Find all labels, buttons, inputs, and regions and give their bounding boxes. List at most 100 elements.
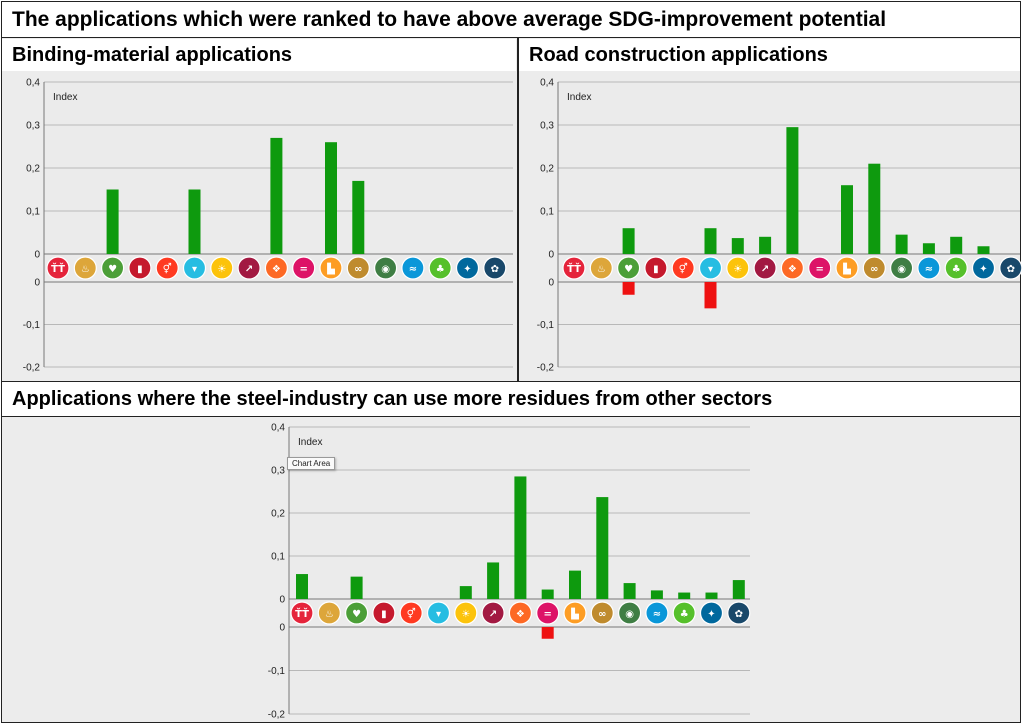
- growth-chart-icon: [753, 256, 777, 280]
- horizontal-divider-2: [2, 416, 1020, 417]
- heartbeat-icon-glyph: ♥: [352, 609, 361, 620]
- y-tick-label: -0,2: [537, 363, 555, 374]
- eye-globe-icon: [374, 256, 398, 280]
- bar-positive: [350, 576, 363, 599]
- bowl-icon-glyph: ♨: [597, 264, 606, 275]
- bar-positive: [731, 238, 744, 254]
- heartbeat-icon: [344, 601, 369, 625]
- bar-positive: [705, 592, 718, 599]
- heartbeat-icon: [616, 256, 641, 280]
- y-axis-label: Index: [567, 92, 591, 103]
- cubes-icon-glyph: ❖: [272, 264, 281, 275]
- y-tick-label: 0: [279, 595, 285, 606]
- y-tick-label: 0: [548, 278, 554, 289]
- bar-positive: [650, 590, 663, 599]
- y-tick-label: 0,3: [540, 121, 554, 132]
- y-tick-label: 0,4: [271, 423, 285, 434]
- fish-icon-glyph: ≈: [653, 609, 661, 620]
- bar-positive: [704, 228, 717, 254]
- fish-icon: [917, 256, 941, 280]
- book-icon-glyph: ▮: [381, 609, 387, 620]
- y-tick-label: 0,2: [271, 509, 285, 520]
- bar-positive: [950, 236, 963, 254]
- y-tick-label: 0,1: [26, 207, 40, 218]
- chart-binding[interactable]: 0,4 0,3 0,2 0,1 0 0 -0,1 -0,2 Index ŤŤ ♨ ♥ ▮ ⚥ ▾ ☀ ↗ ❖ = ▙ ∞…: [8, 74, 513, 374]
- gender-icon-glyph: ⚥: [679, 263, 688, 275]
- y-tick-label: 0: [279, 623, 285, 634]
- fish-icon: [401, 256, 425, 280]
- y-tick-label: -0,2: [23, 363, 41, 374]
- bar-positive: [296, 574, 308, 599]
- bar-negative: [704, 282, 717, 309]
- tree-icon-glyph: ♣: [436, 264, 445, 275]
- family-icon-glyph: ŤŤ: [295, 607, 309, 620]
- water-drop-icon: [698, 256, 723, 280]
- family-icon-glyph: ŤŤ: [567, 262, 581, 275]
- sun-icon: [210, 256, 234, 280]
- book-icon-glyph: ▮: [137, 264, 143, 275]
- cubes-icon: [508, 601, 532, 625]
- flower-icon-glyph: ✿: [1007, 264, 1015, 275]
- chart-residues[interactable]: 0,4 0,3 0,2 0,1 0 0 -0,1 -0,2 Index ŤŤ ♨ ♥ ▮ ⚥ ▾ ☀ ↗ ❖ = ▙ ∞…: [255, 418, 755, 722]
- y-axis-label: Index: [53, 92, 77, 103]
- family-icon: [290, 601, 314, 625]
- equality-icon: [808, 256, 832, 280]
- flower-icon-glyph: ✿: [491, 264, 499, 275]
- buildings-icon-glyph: ▙: [326, 262, 335, 275]
- water-drop-icon-glyph: ▾: [192, 264, 197, 275]
- buildings-icon-glyph: ▙: [570, 607, 579, 620]
- panel-title-residues: Applications where the steel-industry ca…: [2, 382, 1020, 416]
- dove-icon: [699, 601, 724, 625]
- y-tick-label: 0,4: [26, 78, 40, 89]
- horizontal-divider: [2, 381, 1020, 382]
- buildings-icon: [319, 256, 343, 280]
- eye-globe-icon: [618, 601, 642, 625]
- tree-icon-glyph: ♣: [680, 609, 689, 620]
- infinity-icon-glyph: ∞: [354, 264, 362, 275]
- bar-positive: [841, 185, 853, 254]
- sun-icon-glyph: ☀: [217, 264, 226, 275]
- y-tick-label: 0,3: [26, 121, 40, 132]
- buildings-icon-glyph: ▙: [842, 262, 851, 275]
- water-drop-icon-glyph: ▾: [708, 264, 713, 275]
- book-icon: [372, 601, 396, 625]
- growth-chart-icon-glyph: ↗: [761, 264, 769, 275]
- dove-icon: [455, 256, 480, 280]
- dove-icon-glyph: ✦: [979, 264, 987, 275]
- bar-positive: [596, 497, 609, 599]
- panel-title-binding: Binding-material applications: [2, 39, 516, 71]
- tree-icon-glyph: ♣: [952, 264, 961, 275]
- bar-negative: [622, 282, 635, 295]
- equality-icon: [536, 601, 560, 625]
- bar-positive: [786, 127, 799, 254]
- bar-positive: [106, 189, 119, 254]
- growth-chart-icon: [237, 256, 261, 280]
- water-drop-icon: [182, 256, 207, 280]
- bowl-icon: [589, 256, 613, 280]
- dove-icon-glyph: ✦: [707, 609, 715, 620]
- growth-chart-icon-glyph: ↗: [489, 609, 497, 620]
- book-icon: [128, 256, 152, 280]
- sun-icon: [726, 256, 750, 280]
- sun-icon: [454, 601, 478, 625]
- infinity-icon-glyph: ∞: [870, 264, 878, 275]
- y-tick-label: -0,1: [23, 320, 41, 331]
- equality-icon-glyph: =: [544, 609, 552, 620]
- gender-icon: [671, 256, 695, 280]
- bar-positive: [622, 228, 635, 254]
- bar-positive: [868, 163, 881, 254]
- family-icon-glyph: ŤŤ: [51, 262, 65, 275]
- book-icon-glyph: ▮: [653, 264, 659, 275]
- y-tick-label: 0: [34, 250, 40, 261]
- bowl-icon-glyph: ♨: [325, 609, 334, 620]
- chart-road[interactable]: 0,4 0,3 0,2 0,1 0 0 -0,1 -0,2 Index ŤŤ ♨ ♥ ▮ ⚥ ▾ ☀ ↗ ❖ = ▙ ∞…: [522, 74, 1023, 374]
- bar-negative: [541, 627, 554, 639]
- y-tick-label: 0,2: [540, 164, 554, 175]
- y-tick-label: -0,2: [268, 710, 286, 721]
- bowl-icon-glyph: ♨: [81, 264, 90, 275]
- fish-icon: [645, 601, 669, 625]
- heartbeat-icon-glyph: ♥: [108, 264, 117, 275]
- bar-positive: [352, 180, 365, 254]
- y-tick-label: 0,3: [271, 466, 285, 477]
- sun-icon-glyph: ☀: [461, 609, 470, 620]
